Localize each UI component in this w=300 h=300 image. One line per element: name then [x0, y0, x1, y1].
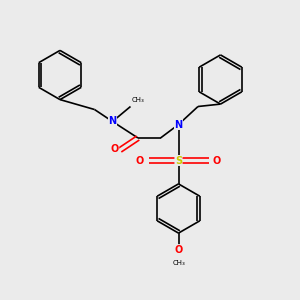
Text: O: O — [213, 155, 221, 166]
Text: O: O — [110, 143, 119, 154]
Text: O: O — [136, 155, 144, 166]
Text: S: S — [175, 155, 182, 166]
Text: CH₃: CH₃ — [173, 260, 185, 266]
Text: CH₃: CH₃ — [132, 98, 145, 103]
Text: N: N — [108, 116, 117, 127]
Text: N: N — [174, 119, 183, 130]
Text: O: O — [174, 244, 183, 255]
